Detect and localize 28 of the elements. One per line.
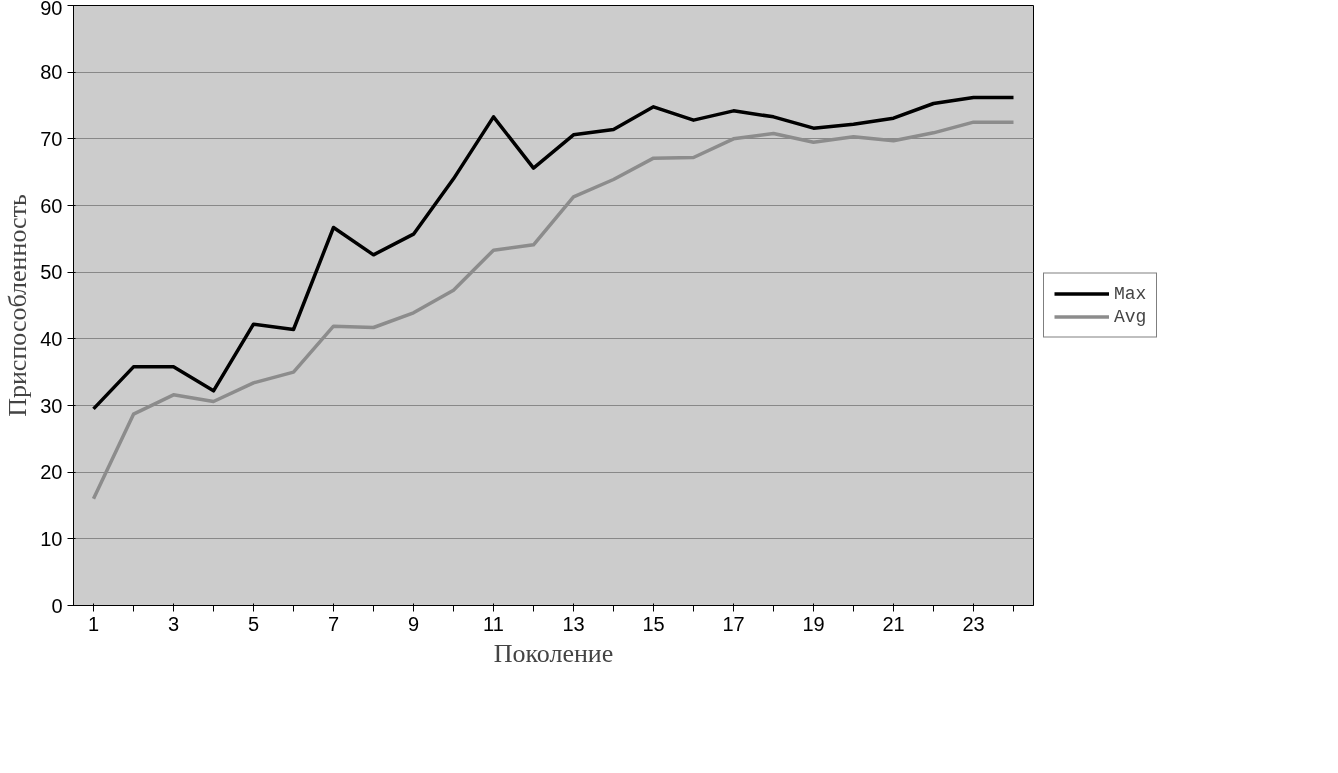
x-axis-title: Поколение (493, 638, 614, 668)
y-tick-label: 50 (40, 261, 63, 284)
x-tick-label: 1 (87, 612, 100, 635)
x-tick-label: 23 (962, 612, 985, 635)
y-tick-label: 30 (40, 394, 63, 417)
y-tick-label: 90 (40, 0, 63, 19)
x-tick-label: 21 (882, 612, 905, 635)
x-tick-label: 3 (167, 612, 180, 635)
y-tick-label: 10 (40, 527, 63, 550)
legend-label: Max (1114, 283, 1147, 304)
y-axis-title: Приспособленность (3, 194, 33, 417)
y-tick-label: 40 (40, 327, 63, 350)
legend-label: Avg (1114, 306, 1147, 327)
line-series (91, 120, 1016, 501)
x-tick-label: 15 (642, 612, 665, 635)
y-tick-label: 20 (40, 461, 63, 484)
y-tick-label: 80 (40, 61, 63, 84)
x-tick-label: 11 (483, 612, 504, 635)
y-tick-label: 60 (40, 194, 63, 217)
x-tick-label: 5 (247, 612, 260, 635)
y-tick-label: 0 (51, 594, 63, 617)
line-series (91, 95, 1016, 411)
x-tick-label: 19 (802, 612, 825, 635)
x-tick-label: 9 (407, 612, 420, 635)
x-tick-label: 13 (562, 612, 585, 635)
x-tick-label: 7 (327, 612, 340, 635)
y-tick-label: 70 (40, 127, 63, 150)
x-tick-label: 17 (722, 612, 745, 635)
